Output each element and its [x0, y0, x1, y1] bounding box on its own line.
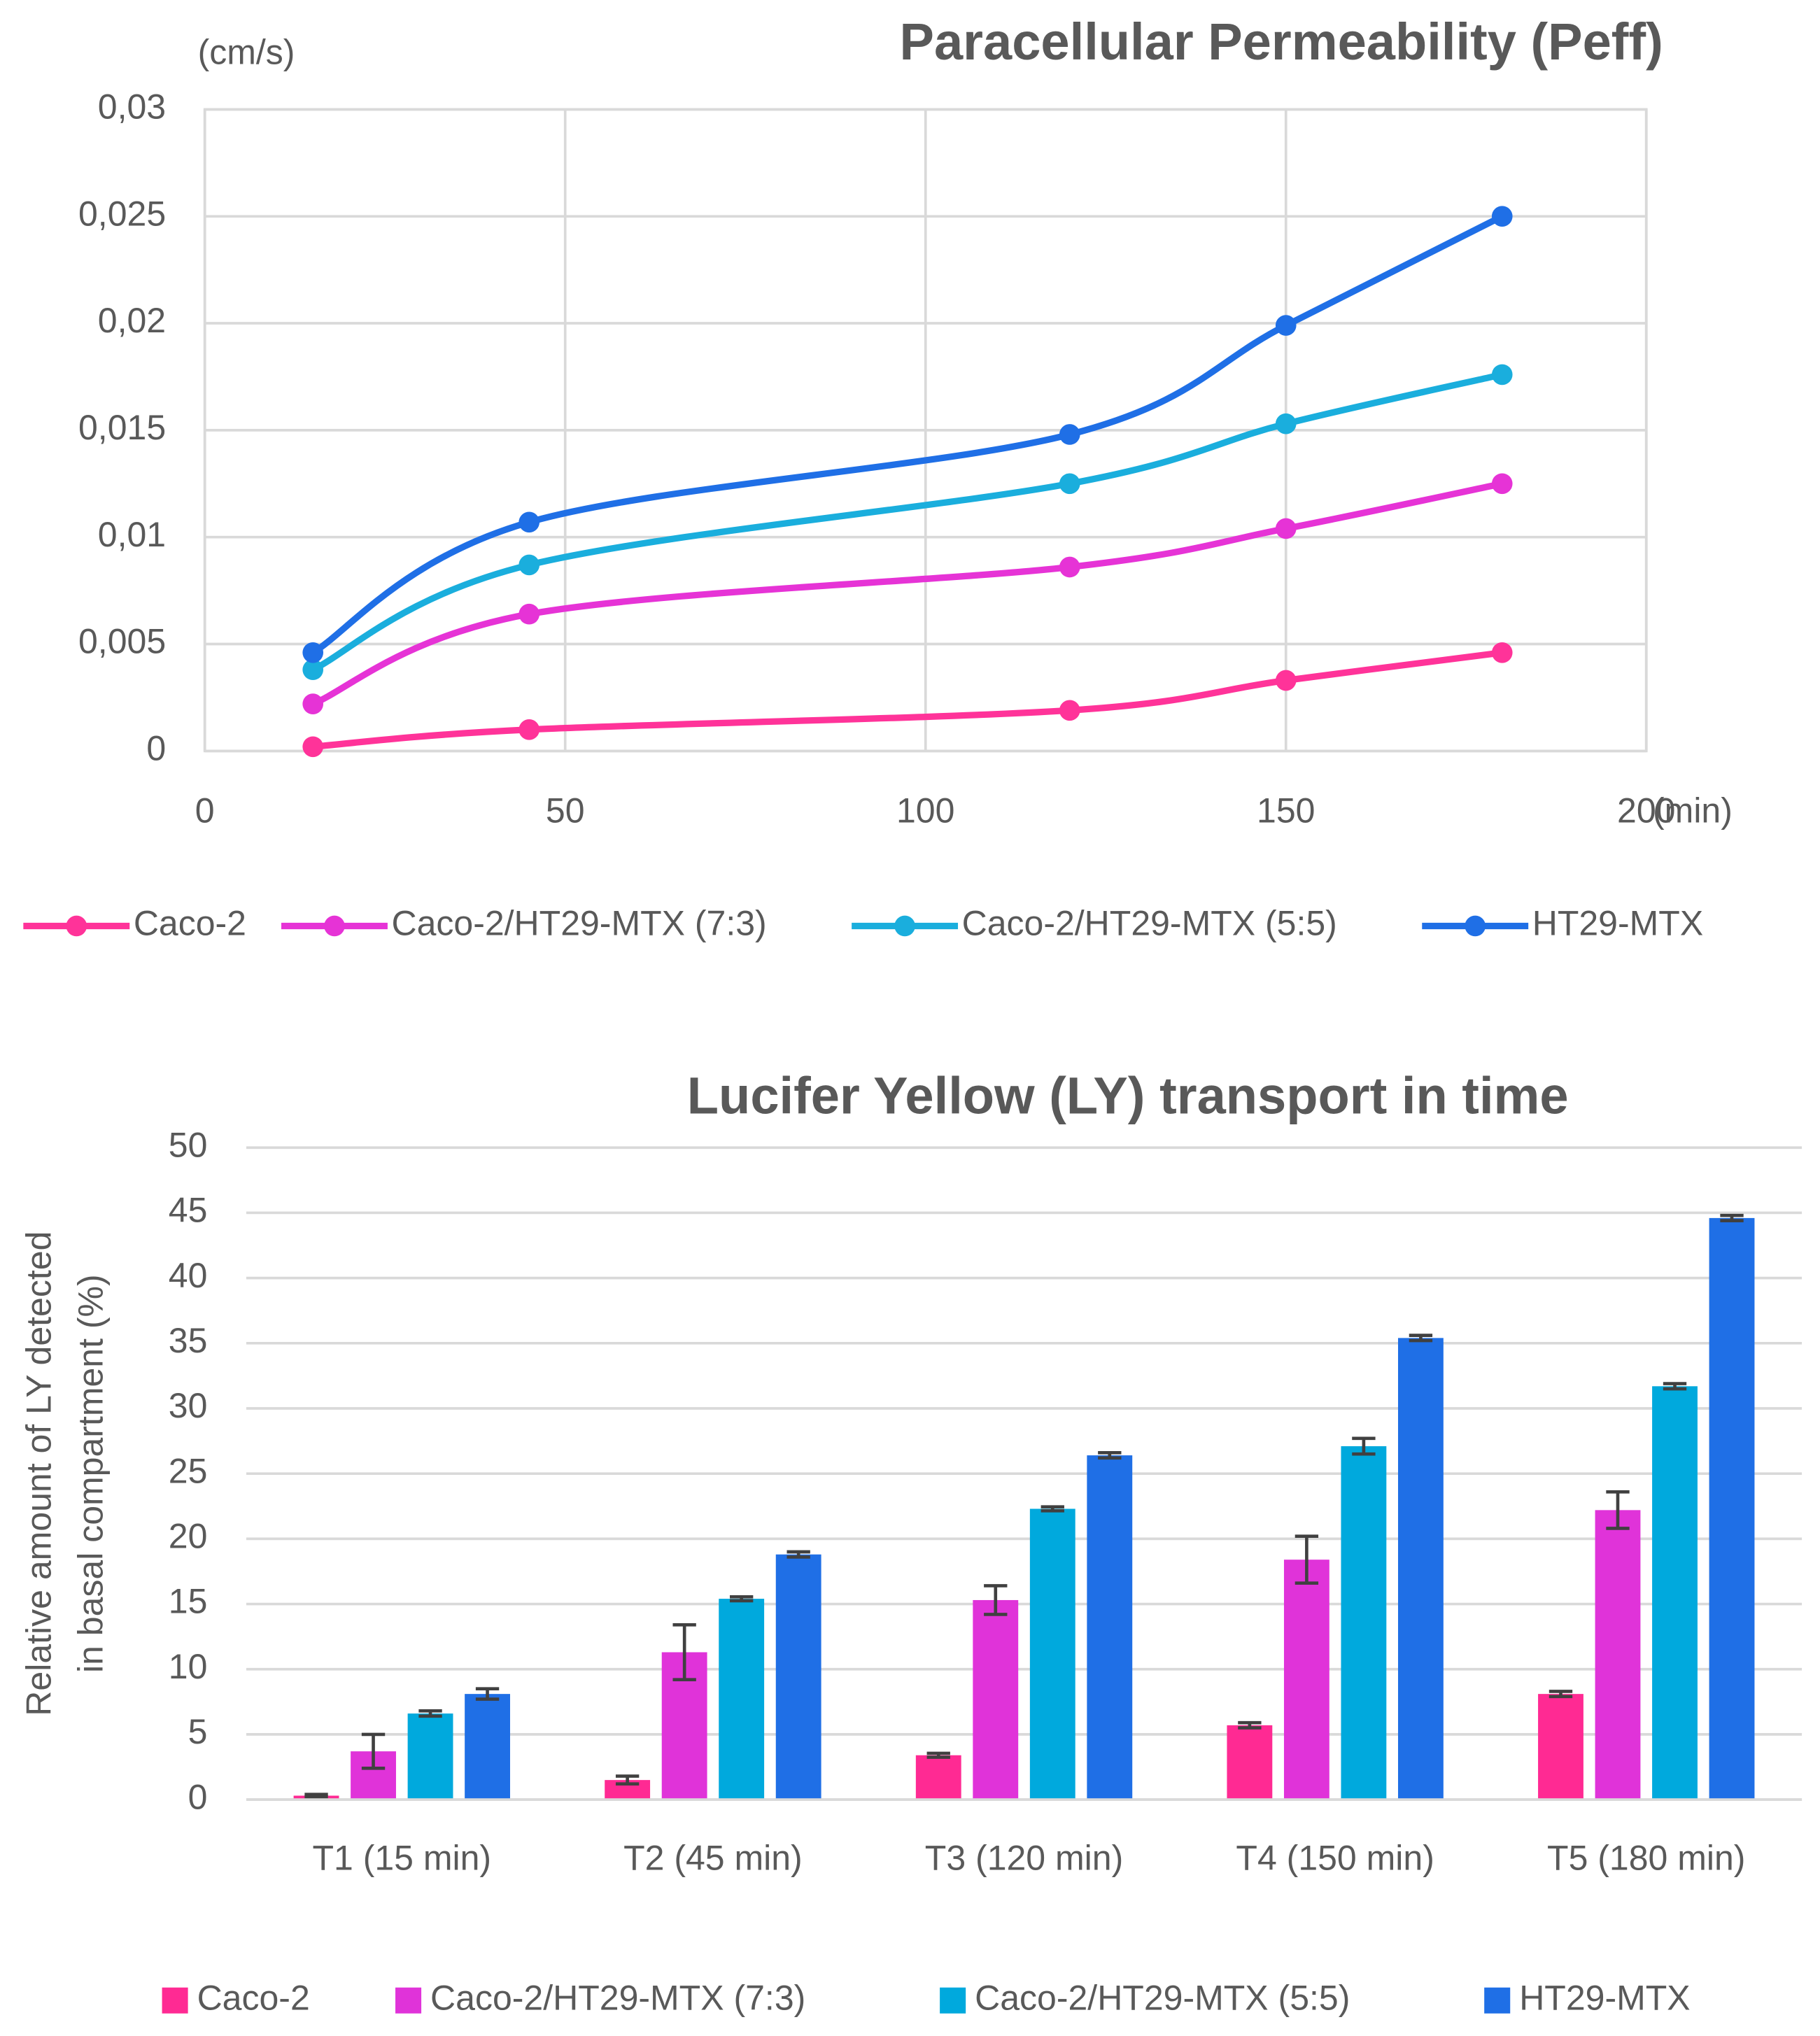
y-tick-label: 10	[169, 1647, 208, 1686]
data-point	[519, 511, 540, 533]
y-axis-label-line: Relative amount of LY detected	[19, 1231, 58, 1716]
y-tick-label: 50	[169, 1125, 208, 1164]
y-tick-label: 0	[146, 729, 166, 768]
bar	[1709, 1217, 1755, 1800]
data-point	[519, 603, 540, 625]
legend-label: Caco-2	[134, 904, 246, 943]
legend-marker	[324, 915, 345, 937]
y-tick-label: 0,015	[78, 408, 166, 447]
y-tick-label: 40	[169, 1256, 208, 1295]
x-tick-label: 100	[896, 791, 954, 830]
bar	[1029, 1508, 1075, 1800]
y-tick-label: 0,03	[98, 87, 166, 127]
x-tick-label: T1 (15 min)	[312, 1838, 491, 1877]
legend-swatch	[1484, 1987, 1511, 2014]
legend-label: Caco-2/HT29-MTX (5:5)	[962, 904, 1337, 943]
data-point	[519, 719, 540, 740]
legend-label: Caco-2/HT29-MTX (7:3)	[391, 904, 766, 943]
series-line	[312, 649, 1503, 750]
bar	[1595, 1510, 1641, 1800]
data-point	[1059, 473, 1080, 495]
legend-label: HT29-MTX	[1532, 904, 1703, 943]
legend-marker	[66, 915, 87, 937]
bar	[973, 1599, 1019, 1800]
y-tick-label: 25	[169, 1451, 208, 1490]
legend-swatch	[940, 1987, 966, 2014]
data-point	[1491, 364, 1513, 386]
data-point	[1491, 473, 1513, 495]
y-axis-label-line: in basal compartment (%)	[71, 1274, 111, 1673]
legend-marker	[1465, 915, 1486, 937]
y-axis-label: (cm/s)	[198, 33, 295, 72]
y-tick-label: 20	[169, 1517, 208, 1556]
bar	[915, 1755, 961, 1800]
plot-frame	[203, 108, 1648, 753]
data-point	[519, 554, 540, 576]
x-tick-label: T2 (45 min)	[623, 1838, 803, 1877]
y-tick-label: 45	[169, 1191, 208, 1230]
data-point	[1275, 670, 1297, 691]
x-tick-label: 150	[1257, 791, 1315, 830]
legend-swatch	[395, 1987, 422, 2014]
data-point	[1275, 413, 1297, 434]
y-tick-label: 0,025	[78, 194, 166, 233]
x-tick-label: T4 (150 min)	[1236, 1838, 1434, 1877]
y-axis-label: Relative amount of LY detected in basal c…	[19, 1231, 110, 1716]
y-tick-label: 5	[188, 1712, 208, 1751]
bar	[465, 1694, 510, 1800]
legend-label: HT29-MTX	[1519, 1978, 1690, 2017]
legend-label: Caco-2/HT29-MTX (7:3)	[430, 1978, 805, 2017]
y-tick-label: 0,005	[78, 622, 166, 661]
data-point	[302, 642, 324, 663]
y-tick-label: 35	[169, 1321, 208, 1360]
y-tick-label: 0	[188, 1777, 208, 1816]
x-tick-label: 0	[195, 791, 215, 830]
legend-marker	[894, 915, 915, 937]
bar	[407, 1713, 453, 1800]
y-tick-label: 0,02	[98, 301, 166, 340]
bar	[1283, 1560, 1329, 1800]
x-tick-label: 200	[1617, 791, 1675, 830]
bar	[1087, 1455, 1133, 1800]
x-tick-label: T3 (120 min)	[925, 1838, 1123, 1877]
y-tick-label: 15	[169, 1582, 208, 1621]
data-point	[1059, 556, 1080, 578]
data-point	[1491, 206, 1513, 227]
data-point	[1059, 424, 1080, 445]
data-point	[302, 736, 324, 758]
series-line	[311, 213, 1504, 656]
data-point	[302, 693, 324, 714]
bar	[1652, 1386, 1698, 1800]
y-tick-label: 30	[169, 1386, 208, 1425]
data-point	[1275, 315, 1297, 336]
data-point	[302, 659, 324, 681]
chart-title: Lucifer Yellow (LY) transport in time	[687, 1066, 1569, 1124]
bar	[1341, 1446, 1387, 1800]
data-point	[1491, 642, 1513, 663]
series-line	[311, 371, 1503, 673]
x-tick-label: 50	[546, 791, 585, 830]
bar	[1397, 1338, 1444, 1800]
bar	[1538, 1694, 1583, 1800]
legend-label: Caco-2/HT29-MTX (5:5)	[975, 1978, 1350, 2017]
bar	[1227, 1725, 1273, 1800]
legend-swatch	[162, 1987, 188, 2014]
chart-title: Paracellular Permeability (Peff)	[900, 13, 1663, 71]
y-tick-label: 0,01	[98, 515, 166, 554]
series-line	[311, 480, 1503, 707]
bar	[719, 1599, 765, 1800]
data-point	[1275, 518, 1297, 539]
legend-label: Caco-2	[197, 1978, 310, 2017]
data-point	[1059, 700, 1080, 721]
bar	[775, 1554, 821, 1800]
x-axis-label: (min)	[1653, 791, 1733, 830]
x-tick-label: T5 (180 min)	[1547, 1838, 1745, 1877]
